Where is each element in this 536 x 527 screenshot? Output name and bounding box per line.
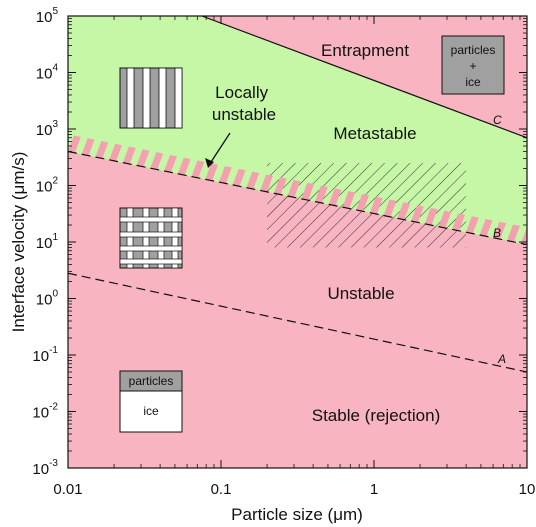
curve-a [68,272,527,373]
entrapment-box [441,35,505,95]
locally-unstable-band [68,135,527,245]
x-tick-label: 0.01 [53,481,82,498]
curve-b [68,150,527,246]
entrapment-box-line2: + [469,59,476,73]
entrapment-box-line3: ice [465,75,481,89]
curve-label-b: B [493,226,501,240]
y-tick-label: 10-3 [32,458,58,478]
lamellar-schematic [119,67,183,129]
entrapment-box-line1: particles [451,43,496,57]
x-tick-label: 10 [519,481,536,498]
y-axis-title: Interface velocity (μm/s) [9,152,28,333]
curve-c [201,16,527,139]
locally-unstable-label-line2: unstable [212,105,276,124]
y-tick-label: 10-2 [32,402,58,422]
x-axis-title: Particle size (μm) [231,505,363,524]
axis-ticks: 0.01 0.1 1 10 10-3 10-2 10-1 100 101 102 103 104 105 [32,6,535,498]
locally-unstable-label-line1: Locally [215,83,268,102]
locally-unstable-arrowhead [205,158,214,168]
y-tick-label: 103 [36,119,59,139]
y-tick-label: 10-1 [32,345,58,365]
y-tick-label: 105 [36,6,59,26]
grid-schematic [119,207,183,269]
y-tick-label: 104 [36,63,59,83]
x-tick-label: 1 [370,481,378,498]
hatched-area [267,163,467,248]
curve-label-c: C [493,113,502,127]
unstable-label: Unstable [327,284,394,303]
y-tick-label: 100 [36,289,59,309]
x-tick-label: 0.1 [211,481,232,498]
rejection-box-top: particles [129,374,174,388]
stable-rejection-label: Stable (rejection) [312,406,441,425]
entrapment-label: Entrapment [321,41,409,60]
y-tick-label: 101 [36,232,59,252]
rejection-box-bottom: ice [143,404,159,418]
curve-label-a: A [497,352,506,366]
locally-unstable-arrow [210,132,231,163]
rejection-schematic: particles ice [119,370,183,433]
metastable-label: Metastable [333,124,416,143]
locally-unstable-label: Locally unstable [212,83,276,124]
y-tick-label: 102 [36,176,59,196]
